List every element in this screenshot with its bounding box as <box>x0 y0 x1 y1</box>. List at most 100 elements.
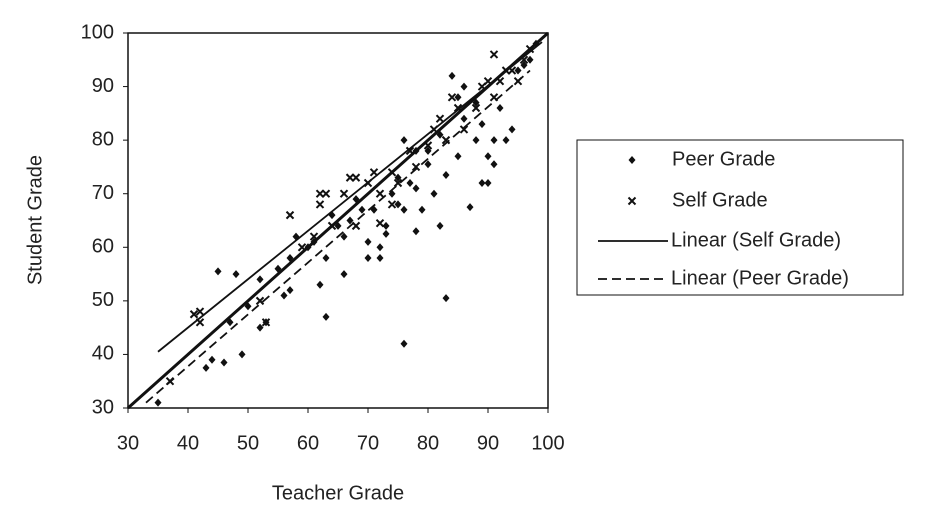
self-point <box>411 162 421 172</box>
peer-point <box>478 120 486 129</box>
peer-point <box>526 55 534 64</box>
peer-point <box>406 179 414 187</box>
x-axis-label: Teacher Grade <box>272 482 404 504</box>
peer-point <box>478 179 486 187</box>
peer-point <box>238 350 246 359</box>
self-point <box>447 93 457 102</box>
peer-point <box>316 280 324 289</box>
y-tick-label: 60 <box>92 236 114 258</box>
y-tick-label: 40 <box>92 343 114 365</box>
peer-point <box>340 270 348 279</box>
legend-label: Self Grade <box>672 189 768 211</box>
peer-point <box>382 221 390 230</box>
x-tick-label: 70 <box>357 432 379 454</box>
peer-point <box>376 243 384 252</box>
y-tick-label: 100 <box>81 21 114 43</box>
self-point <box>375 189 385 198</box>
peer-point <box>436 221 444 230</box>
trend-line <box>145 69 531 404</box>
self-point <box>339 189 349 198</box>
peer-point <box>472 136 480 145</box>
self-point <box>453 103 463 113</box>
peer-point <box>322 312 330 321</box>
peer-point <box>364 254 372 262</box>
self-point <box>261 318 271 327</box>
peer-point <box>430 189 438 198</box>
peer-point <box>454 152 462 161</box>
x-tick-label: 60 <box>297 432 319 454</box>
self-point <box>321 189 331 198</box>
self-point <box>255 296 265 306</box>
peer-point <box>442 294 450 303</box>
self-point <box>327 221 337 231</box>
self-point <box>387 168 397 177</box>
peer-point <box>226 318 234 327</box>
self-point <box>285 210 295 220</box>
peer-point <box>394 200 402 209</box>
peer-point <box>286 286 294 295</box>
peer-point <box>220 358 228 367</box>
legend-box <box>576 139 904 296</box>
y-axis-label: Student Grade <box>24 155 46 285</box>
y-tick-label: 50 <box>92 289 114 311</box>
peer-point <box>472 98 480 107</box>
peer-point <box>460 114 468 123</box>
peer-point <box>424 160 432 169</box>
identity-line <box>127 31 549 410</box>
self-point <box>297 243 307 252</box>
y-tick-label: 70 <box>92 182 114 204</box>
peer-point <box>466 203 474 212</box>
peer-point <box>508 125 516 134</box>
x-tick-label: 30 <box>117 432 139 454</box>
peer-point <box>376 254 384 262</box>
peer-point <box>424 146 432 155</box>
legend-marker <box>627 196 637 206</box>
self-point <box>441 135 451 145</box>
peer-point <box>358 205 366 214</box>
peer-point <box>382 229 390 238</box>
x-tick-label: 90 <box>477 432 499 454</box>
self-point <box>393 178 403 188</box>
peer-point <box>442 170 450 179</box>
y-tick-label: 80 <box>92 128 114 150</box>
y-tick-label: 90 <box>92 75 114 97</box>
peer-point <box>394 173 402 182</box>
peer-point <box>208 355 216 364</box>
peer-point <box>256 275 264 284</box>
peer-point <box>364 237 372 246</box>
legend-label: Linear (Self Grade) <box>671 229 841 251</box>
legend-marker <box>628 156 636 164</box>
peer-point <box>448 71 456 80</box>
self-point <box>189 310 199 319</box>
peer-point <box>214 267 222 276</box>
self-point <box>525 44 535 54</box>
peer-point <box>412 146 420 155</box>
peer-point <box>514 66 522 75</box>
self-point <box>315 200 325 209</box>
self-point <box>471 103 481 113</box>
self-point <box>405 146 415 156</box>
peer-point <box>322 254 330 262</box>
peer-point <box>334 221 342 230</box>
peer-point <box>202 363 210 372</box>
peer-point <box>400 339 408 348</box>
peer-point <box>502 136 510 145</box>
peer-point <box>400 136 408 145</box>
peer-point <box>496 104 504 112</box>
self-point <box>423 141 433 150</box>
x-tick-label: 80 <box>417 432 439 454</box>
x-tick-label: 100 <box>531 432 564 454</box>
legend-label: Peer Grade <box>672 148 775 170</box>
peer-point <box>412 184 420 193</box>
self-point <box>351 173 361 182</box>
self-point <box>489 50 499 59</box>
peer-point <box>484 179 492 187</box>
peer-point <box>460 82 468 91</box>
peer-point <box>418 205 426 214</box>
x-tick-label: 50 <box>237 432 259 454</box>
peer-point <box>304 243 312 252</box>
self-point <box>387 200 397 209</box>
peer-point <box>310 237 318 246</box>
peer-point <box>286 254 294 262</box>
